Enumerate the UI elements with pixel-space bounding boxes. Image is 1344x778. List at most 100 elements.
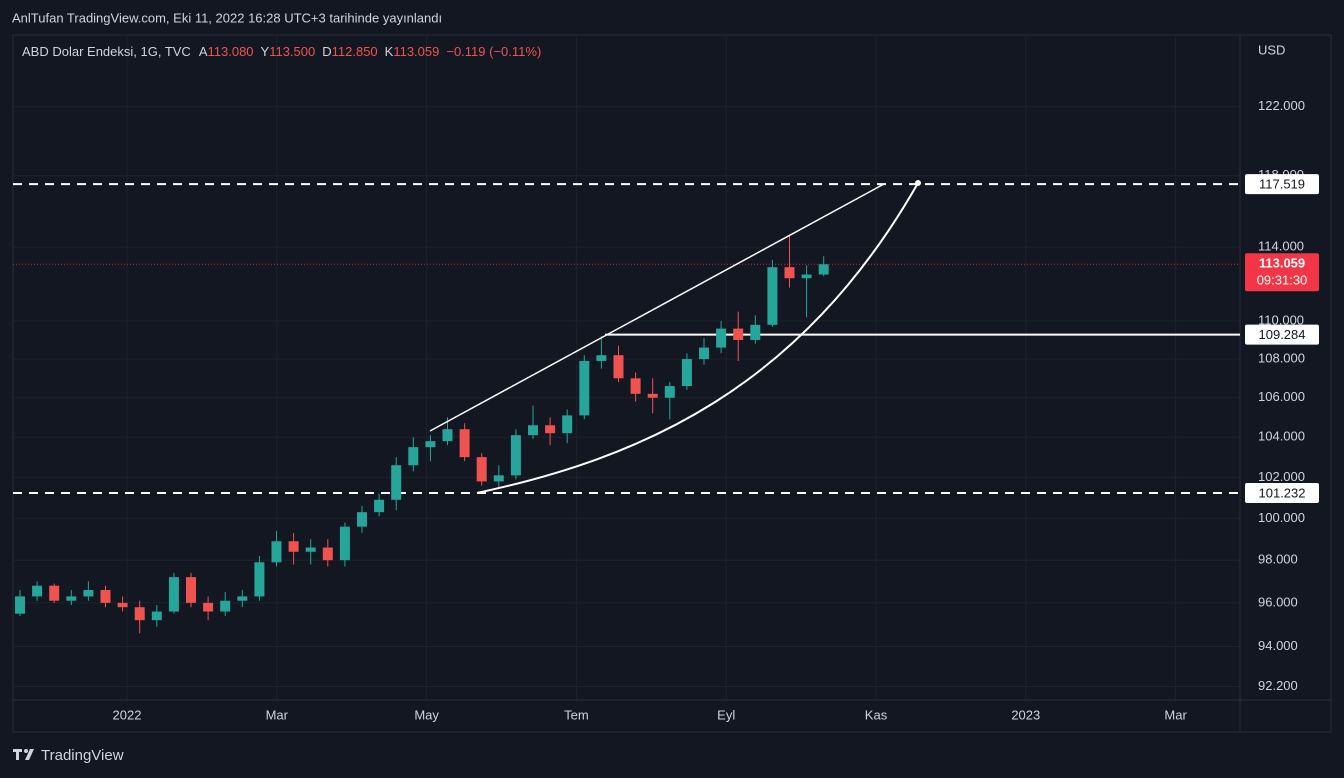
- candle-body: [186, 577, 196, 603]
- countdown-label: 09:31:30: [1257, 273, 1308, 288]
- candle-body: [750, 324, 761, 340]
- candle-body: [168, 577, 179, 612]
- candle-body: [305, 547, 316, 552]
- y-tick-label: 110.000: [1258, 312, 1304, 327]
- grid: [13, 35, 1240, 700]
- y-tick-label: 108.000: [1258, 350, 1305, 365]
- candle-body: [630, 378, 641, 394]
- x-tick-label: 2023: [1011, 707, 1040, 722]
- candle-body: [493, 475, 504, 482]
- last-price-box: [1245, 253, 1319, 292]
- brand-logo: [13, 749, 34, 760]
- x-tick-label: Kas: [865, 707, 888, 722]
- curve-end: [915, 180, 921, 186]
- trend-line: [429, 183, 885, 432]
- low: 112.850: [332, 44, 378, 59]
- level-label: 109.284: [1259, 327, 1306, 342]
- candle-body: [322, 547, 333, 561]
- candle-body: [767, 267, 778, 325]
- logo-part: [24, 749, 28, 753]
- x-tick-label: Mar: [266, 707, 289, 722]
- y-tick-label: 104.000: [1258, 429, 1305, 444]
- y-tick-label: 114.000: [1258, 239, 1304, 254]
- candle-body: [100, 589, 111, 603]
- candle-body: [15, 596, 25, 614]
- levels: [13, 183, 1240, 495]
- candle-body: [357, 512, 367, 527]
- candle-body: [237, 596, 248, 601]
- published-line: AnlTufan TradingView.com, Eki 11, 2022 1…: [12, 10, 442, 25]
- candle-body: [681, 359, 692, 387]
- x-tick-label: Eyl: [717, 707, 735, 722]
- candles: [15, 234, 829, 634]
- x-tick-label: May: [414, 707, 439, 722]
- x-tick-label: Tem: [564, 707, 589, 722]
- level-label: 117.519: [1259, 177, 1305, 192]
- candle-body: [134, 607, 145, 621]
- low-label: D: [322, 44, 331, 59]
- candle-body: [528, 425, 538, 436]
- candle-body: [271, 541, 282, 563]
- level-label: 101.232: [1259, 485, 1306, 500]
- change: −0.119 (−0.11%): [446, 44, 541, 59]
- y-tick-label: 106.000: [1258, 389, 1305, 404]
- curve-line: [476, 182, 919, 494]
- candle-body: [699, 347, 709, 360]
- chart-frame: [12, 34, 1332, 733]
- candle-body: [66, 596, 77, 601]
- level-label-box: [1245, 324, 1319, 345]
- candle-body: [476, 457, 487, 482]
- level-label-box: [1245, 483, 1319, 504]
- high-label: Y: [261, 44, 270, 59]
- candle-body: [425, 441, 436, 448]
- candle-body: [818, 264, 829, 275]
- y-tick-label: 122.000: [1258, 98, 1305, 113]
- x-tick-label: Mar: [1164, 707, 1187, 722]
- candle-body: [203, 602, 214, 612]
- open-label: A: [199, 44, 208, 59]
- candle-body: [151, 611, 162, 621]
- candle-body: [49, 585, 60, 601]
- candle-body: [442, 429, 453, 442]
- candle-body: [83, 589, 94, 597]
- candle-body: [562, 415, 573, 434]
- candle-body: [459, 429, 470, 458]
- symbol: ABD Dolar Endeksi, 1G, TVC: [22, 44, 191, 59]
- y-tick-label: 96.000: [1258, 594, 1298, 609]
- candle-body: [596, 355, 607, 361]
- candle-body: [801, 274, 812, 279]
- candle-body: [613, 355, 624, 379]
- candle-body: [220, 600, 231, 612]
- candle-body: [579, 360, 590, 416]
- candle-body: [339, 526, 350, 561]
- candle-body: [288, 541, 299, 552]
- y-tick-label: 94.000: [1258, 638, 1298, 653]
- level-label-box: [1245, 174, 1319, 195]
- y-tick-label: 100.000: [1258, 510, 1305, 525]
- brand: TradingView: [41, 747, 124, 764]
- candle-body: [647, 393, 658, 398]
- open: 113.080: [208, 44, 254, 59]
- y-tick-label: 98.000: [1258, 552, 1298, 567]
- candle-body: [545, 425, 556, 434]
- legend-symbol: ABD Dolar Endeksi, 1G, TVC A113.080 Y113.5…: [22, 44, 541, 59]
- x-tick-label: 2022: [113, 707, 142, 722]
- candle-body: [117, 602, 128, 608]
- logo-part: [25, 749, 34, 760]
- candle-body: [32, 585, 43, 597]
- axis-labels: 92.20094.00096.00098.000100.000102.00010…: [113, 98, 1319, 722]
- logo-part: [16, 749, 19, 760]
- currency: USD: [1258, 42, 1285, 57]
- candle-body: [716, 328, 727, 348]
- candle-body: [254, 562, 265, 597]
- y-tick-label: 102.000: [1258, 469, 1305, 484]
- candle-body: [510, 435, 521, 476]
- candle-body: [664, 386, 675, 398]
- last-price-label: 113.059: [1259, 256, 1305, 271]
- close: 113.059: [393, 44, 439, 59]
- candle-body: [391, 465, 402, 500]
- candle-body: [733, 328, 744, 340]
- candle-body: [784, 267, 795, 279]
